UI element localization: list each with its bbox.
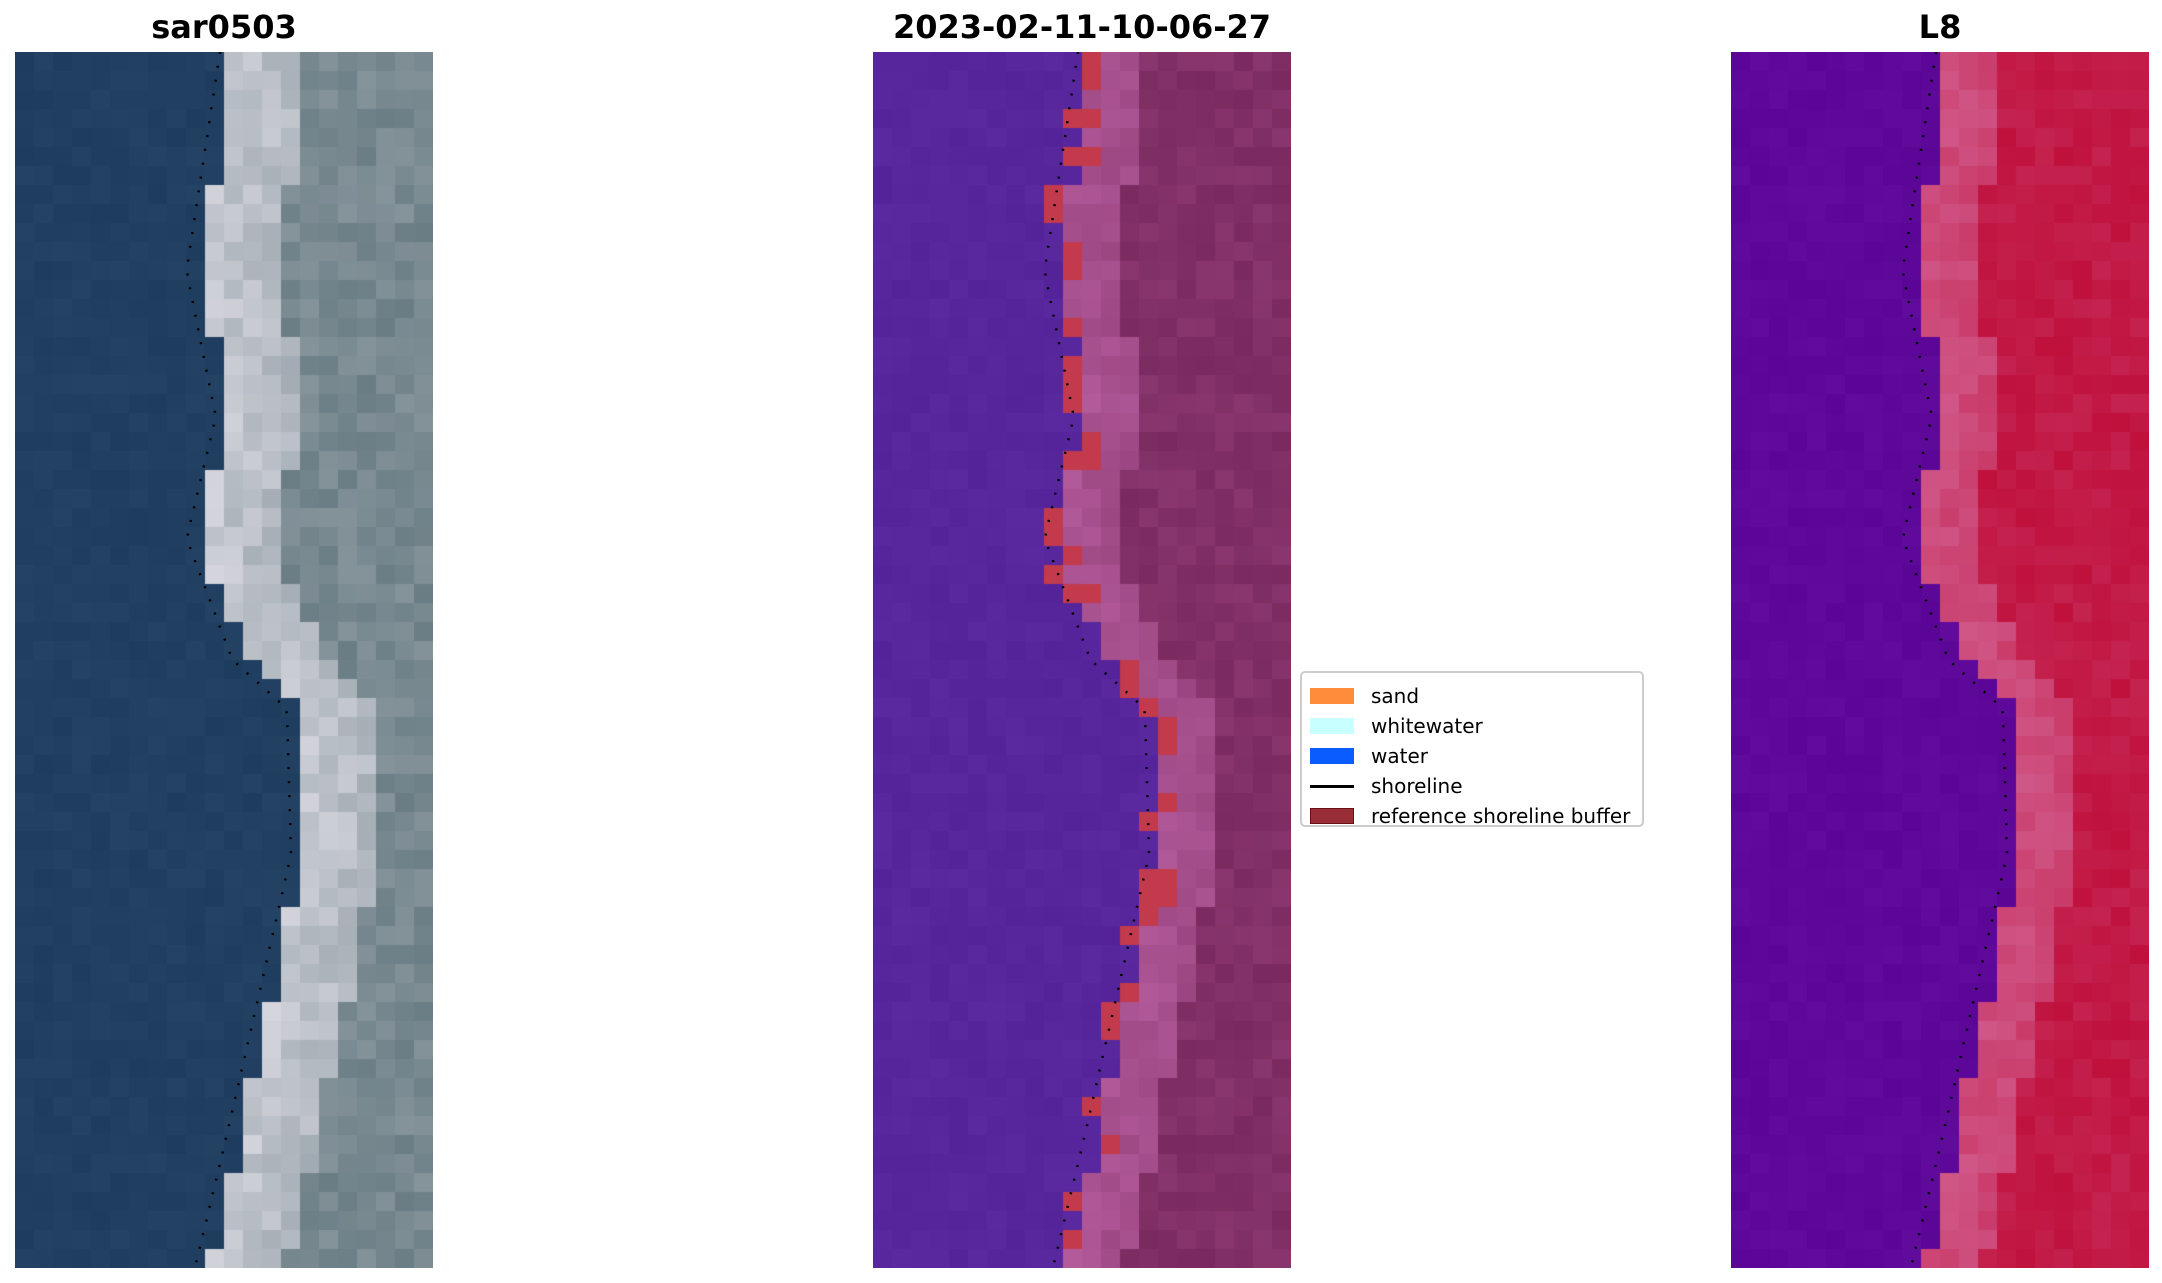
- classified-image: [873, 52, 1291, 1268]
- legend-label: water: [1371, 744, 1428, 768]
- shoreline: [1901, 52, 2009, 1268]
- legend-label: shoreline: [1371, 774, 1463, 798]
- whitewater-swatch: [1310, 718, 1354, 734]
- legend-label: sand: [1371, 684, 1420, 708]
- shoreline: [1043, 52, 1151, 1268]
- panel-title-3: L8: [1918, 8, 1962, 46]
- legend-item-whitewater: whitewater: [1310, 711, 1642, 741]
- legend-item-shoreline: shoreline: [1310, 771, 1642, 801]
- mndwi-image: [1731, 52, 2149, 1268]
- legend-item-sand: sand: [1310, 681, 1642, 711]
- shoreline: [185, 52, 293, 1268]
- legend-label: whitewater: [1371, 714, 1483, 738]
- panel-title-2: 2023-02-11-10-06-27: [892, 8, 1272, 46]
- legend-item-buffer: reference shoreline buffer: [1310, 801, 1642, 831]
- panel-title-1: sar0503: [151, 8, 297, 46]
- sand-swatch: [1310, 688, 1354, 704]
- classified-image-pixels: [873, 52, 1291, 1268]
- rgb-satellite-image: [15, 52, 433, 1268]
- legend: sand whitewater water shoreline referenc…: [1300, 671, 1644, 828]
- mndwi-image-pixels: [1731, 52, 2149, 1268]
- rgb-satellite-image-pixels: [15, 52, 433, 1268]
- buffer-swatch: [1310, 808, 1354, 824]
- shoreline-line: [1901, 52, 2009, 1268]
- legend-item-water: water: [1310, 741, 1642, 771]
- shoreline-line: [185, 52, 293, 1268]
- water-swatch: [1310, 748, 1354, 764]
- shoreline-line: [1043, 52, 1151, 1268]
- shoreline-line-swatch: [1310, 784, 1354, 788]
- legend-label: reference shoreline buffer: [1371, 804, 1631, 828]
